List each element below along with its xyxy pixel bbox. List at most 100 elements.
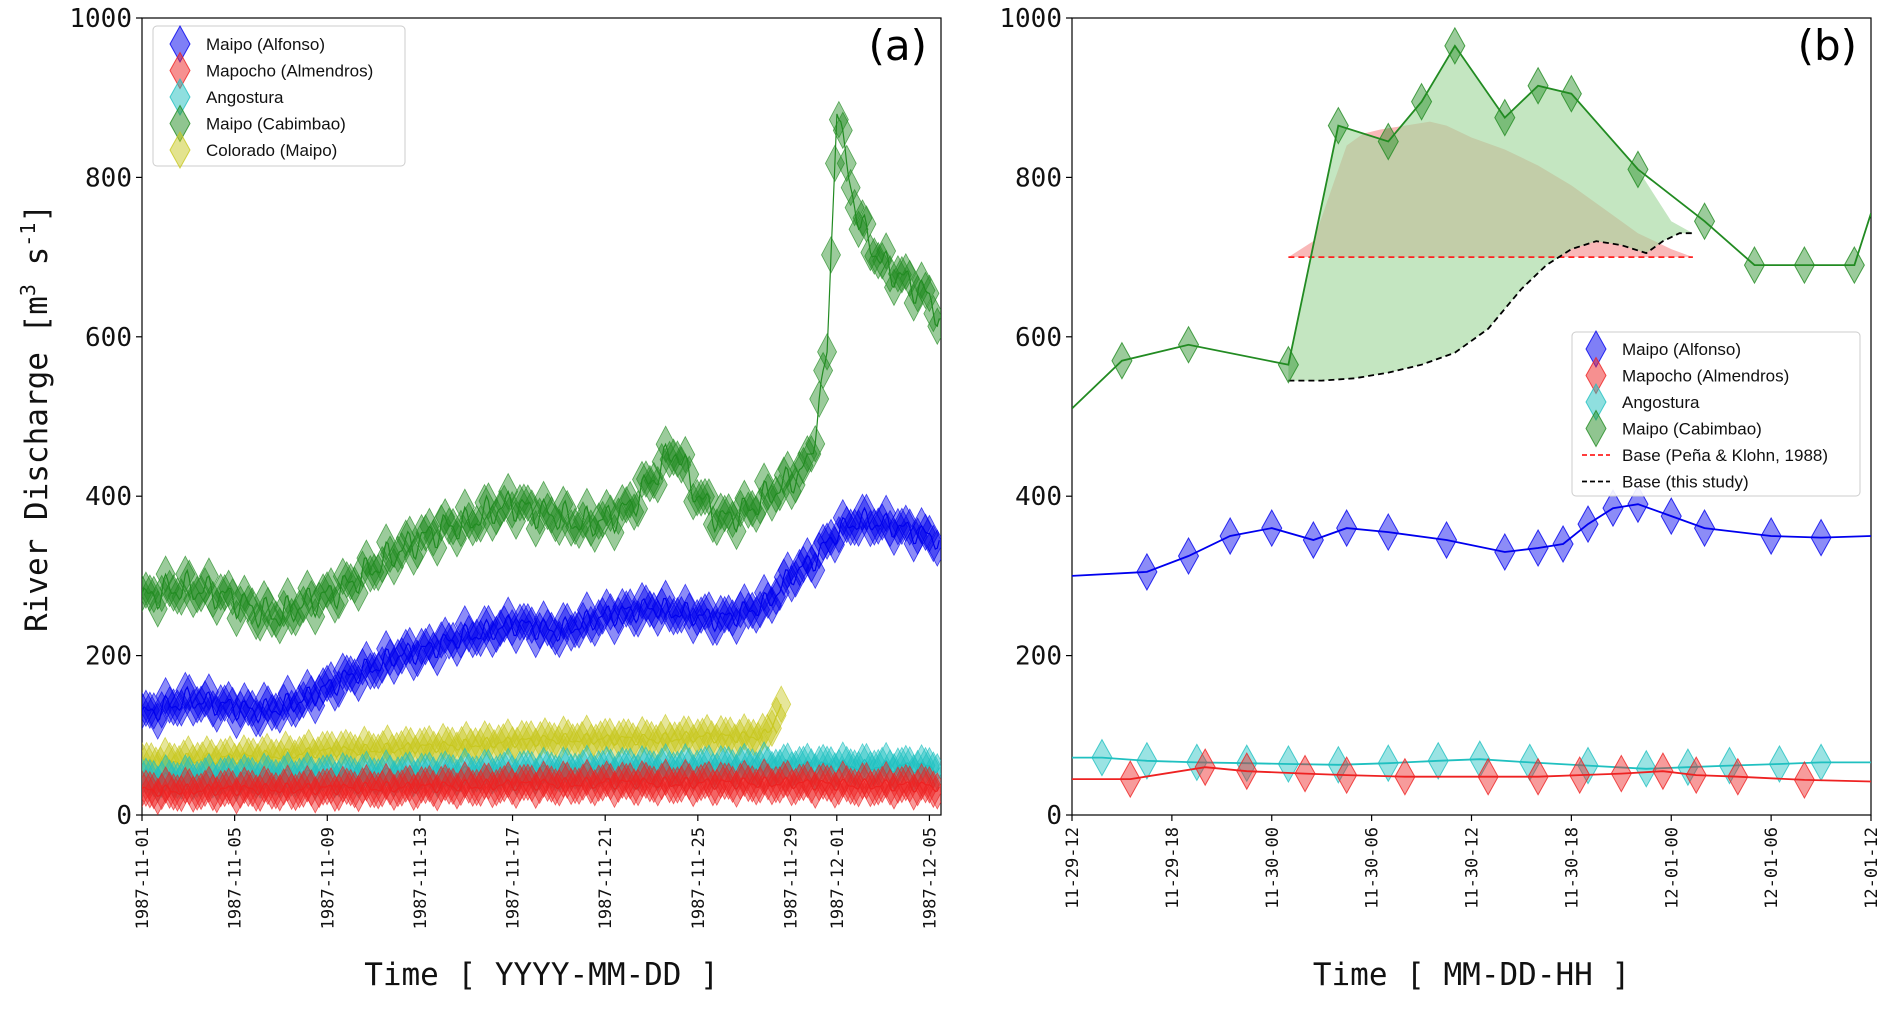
data-point-cabimbao xyxy=(1843,246,1865,285)
data-point-cabimbao xyxy=(506,502,526,540)
data-point-colorado xyxy=(275,730,296,769)
data-point-cabimbao xyxy=(1743,246,1766,285)
data-point-cabimbao xyxy=(667,440,688,478)
data-point-alfonso xyxy=(1219,517,1241,556)
data-point-cabimbao xyxy=(289,589,310,628)
legend: Maipo (Alfonso) Mapocho (Almendros) Angost… xyxy=(1571,329,1861,497)
data-point-mapocho xyxy=(226,776,247,815)
x-tick-label: 12-01-06 xyxy=(1762,827,1782,909)
data-point-alfonso xyxy=(450,621,471,659)
data-point-alfonso xyxy=(142,689,156,728)
data-point-colorado xyxy=(465,726,486,765)
data-point-cabimbao xyxy=(206,588,227,627)
series-line-mapocho xyxy=(1072,766,1871,783)
data-point-mapocho xyxy=(545,767,566,806)
data-point-alfonso xyxy=(301,674,322,713)
data-point-mapocho xyxy=(569,767,589,805)
data-point-cabimbao xyxy=(903,284,924,322)
data-point-cabimbao xyxy=(1277,345,1299,384)
data-point-alfonso xyxy=(510,603,530,642)
data-point-alfonso xyxy=(439,622,460,660)
data-point-alfonso xyxy=(592,597,613,635)
data-point-cabimbao xyxy=(679,455,700,494)
data-point-alfonso xyxy=(553,601,574,640)
data-point-cabimbao xyxy=(927,307,941,346)
data-point-alfonso xyxy=(142,691,160,730)
data-point-cabimbao xyxy=(663,438,684,477)
data-point-colorado xyxy=(752,712,773,751)
legend-label-mapocho: Mapocho (Almendros) xyxy=(1622,367,1789,386)
data-point-cabimbao xyxy=(580,509,601,547)
panel-a: 0 200 400 600 800 1000 1987-11-01 1987-11-05 198… xyxy=(69,4,942,993)
data-point-angostura xyxy=(1186,743,1208,782)
data-point-alfonso xyxy=(746,596,767,634)
data-point-colorado xyxy=(743,718,764,757)
data-point-mapocho xyxy=(927,772,941,810)
data-point-mapocho xyxy=(151,772,172,811)
x-tick-label: 11-29-12 xyxy=(1063,827,1083,909)
data-point-cabimbao xyxy=(706,508,727,547)
x-tick-label: 1987-11-05 xyxy=(226,827,246,929)
data-point-alfonso xyxy=(557,602,578,641)
data-point-colorado xyxy=(669,721,690,759)
data-point-cabimbao xyxy=(376,523,397,561)
data-point-cabimbao xyxy=(675,435,696,474)
data-point-alfonso xyxy=(462,620,483,659)
data-point-colorado xyxy=(414,726,435,765)
data-point-alfonso xyxy=(1336,509,1358,548)
data-point-alfonso xyxy=(254,681,275,720)
data-point-cabimbao xyxy=(765,475,786,514)
data-point-angostura xyxy=(549,755,570,793)
data-point-alfonso xyxy=(517,602,538,641)
data-point-colorado xyxy=(609,720,630,758)
data-point-cabimbao xyxy=(364,553,385,591)
data-point-colorado xyxy=(391,729,412,768)
data-point-cabimbao xyxy=(415,513,436,552)
data-point-alfonso xyxy=(608,596,629,635)
legend-label-angostura: Angostura xyxy=(1622,393,1700,412)
data-point-cabimbao xyxy=(494,484,515,523)
y-tick-label: 0 xyxy=(1046,801,1062,831)
data-point-angostura xyxy=(466,755,487,793)
y-tick-label: 600 xyxy=(85,323,132,353)
data-point-alfonso xyxy=(1302,521,1324,560)
data-point-cabimbao xyxy=(624,493,645,531)
data-point-mapocho xyxy=(142,769,156,808)
data-point-mapocho xyxy=(147,777,168,815)
data-point-alfonso xyxy=(718,594,739,632)
data-point-mapocho xyxy=(297,764,318,803)
data-point-cabimbao xyxy=(809,380,830,418)
data-point-mapocho xyxy=(632,759,652,798)
data-point-alfonso xyxy=(738,592,759,630)
data-point-cabimbao xyxy=(1111,341,1133,380)
data-point-cabimbao xyxy=(1377,122,1399,161)
data-point-angostura xyxy=(155,753,176,792)
data-point-colorado xyxy=(447,731,467,769)
data-point-cabimbao xyxy=(1793,246,1815,285)
x-tick-label: 11-30-18 xyxy=(1562,827,1582,909)
data-point-colorado xyxy=(766,696,787,735)
data-point-cabimbao xyxy=(332,557,353,596)
data-point-cabimbao xyxy=(269,606,290,645)
data-point-alfonso xyxy=(1377,513,1399,552)
data-point-angostura xyxy=(915,746,936,785)
data-point-mapocho xyxy=(155,766,176,804)
data-point-alfonso xyxy=(348,664,369,703)
data-point-mapocho xyxy=(340,768,361,807)
data-point-cabimbao xyxy=(895,252,916,291)
data-point-mapocho xyxy=(891,765,912,804)
data-point-cabimbao xyxy=(1494,98,1516,137)
data-point-mapocho xyxy=(486,768,507,807)
y-tick-label: 200 xyxy=(85,642,132,672)
data-point-cabimbao xyxy=(301,579,322,618)
data-point-alfonso xyxy=(844,508,865,547)
x-tick-label: 11-30-12 xyxy=(1463,827,1483,909)
data-point-cabimbao xyxy=(769,473,790,512)
panel-letter: (b) xyxy=(1798,21,1857,70)
data-point-cabimbao xyxy=(639,464,660,503)
x-tick-label: 1987-11-13 xyxy=(411,827,431,929)
data-point-cabimbao xyxy=(470,505,491,543)
data-point-alfonso xyxy=(1760,517,1782,556)
data-point-mapocho xyxy=(549,768,570,807)
y-label-end: ] xyxy=(19,204,55,223)
